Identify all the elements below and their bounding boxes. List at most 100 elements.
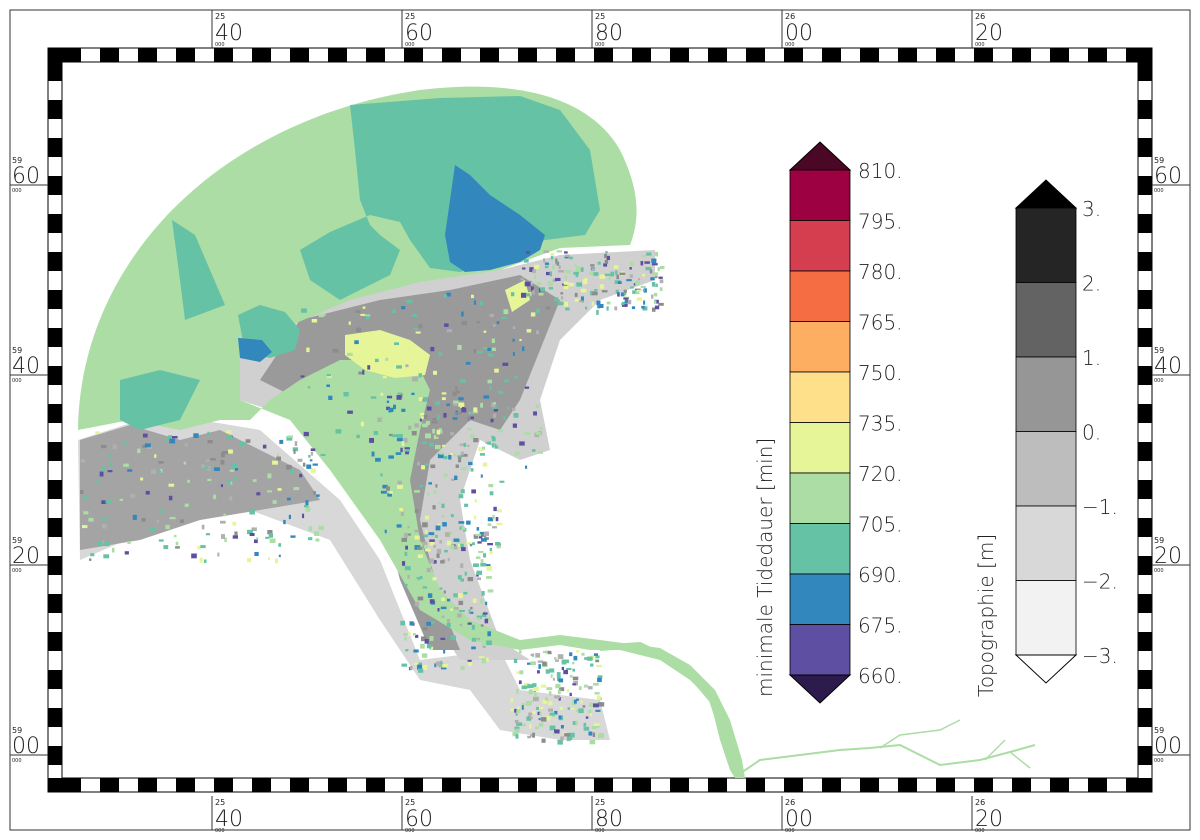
speckle — [392, 309, 396, 313]
speckle — [557, 739, 563, 745]
speckle — [643, 300, 646, 305]
neatline-segment — [1138, 404, 1152, 423]
speckle — [512, 352, 515, 356]
speckle — [444, 549, 448, 553]
speckle — [623, 297, 629, 300]
speckle — [539, 427, 543, 430]
speckle — [495, 542, 501, 546]
speckle — [184, 443, 188, 447]
speckle — [420, 416, 426, 420]
speckle — [447, 557, 450, 562]
speckle — [433, 490, 437, 494]
speckle — [591, 268, 595, 271]
speckle — [457, 455, 463, 458]
speckle — [471, 637, 477, 642]
speckle — [658, 302, 664, 306]
speckle — [232, 535, 238, 539]
speckle — [375, 457, 381, 462]
speckle — [423, 544, 428, 549]
speckle — [347, 415, 354, 420]
speckle — [422, 541, 428, 546]
river-channel — [599, 641, 741, 777]
speckle — [183, 461, 186, 465]
speckle — [461, 321, 467, 326]
speckle — [481, 658, 486, 664]
speckle — [492, 405, 497, 410]
speckle — [536, 330, 539, 335]
speckle — [396, 365, 402, 369]
x-tick-prefix: 26 — [785, 12, 795, 21]
speckle — [657, 267, 660, 272]
speckle — [495, 517, 499, 522]
speckle — [491, 338, 495, 344]
speckle — [540, 684, 547, 688]
speckle — [314, 441, 318, 445]
speckle — [460, 451, 464, 456]
speckle — [601, 290, 608, 293]
speckle — [478, 536, 483, 539]
speckle — [593, 703, 599, 708]
speckle — [580, 288, 587, 293]
speckle — [440, 606, 447, 610]
x-tick-value: 20 — [975, 21, 1003, 46]
tide-area-675 — [445, 165, 545, 272]
tide-over-triangle — [788, 141, 852, 171]
speckle — [446, 292, 451, 297]
speckle — [471, 624, 475, 630]
speckle — [168, 495, 173, 501]
x-tick-sub: 000 — [785, 42, 795, 48]
speckle — [472, 542, 475, 546]
speckle — [652, 307, 656, 312]
speckle — [314, 531, 320, 536]
speckle — [272, 460, 278, 465]
speckle — [580, 700, 583, 704]
speckle — [470, 416, 474, 420]
speckle — [401, 306, 406, 310]
speckle — [405, 451, 409, 455]
speckle — [413, 649, 419, 653]
speckle — [432, 418, 437, 421]
speckle — [289, 469, 294, 473]
speckle — [459, 443, 465, 446]
speckle — [433, 370, 437, 375]
speckle — [546, 687, 553, 691]
speckle — [440, 637, 446, 640]
speckle — [585, 716, 589, 719]
speckle — [245, 439, 251, 443]
speckle — [620, 292, 625, 297]
speckle — [414, 423, 419, 428]
speckle — [572, 721, 578, 725]
speckle — [538, 664, 541, 669]
speckle — [476, 617, 481, 621]
neatline-corner — [1138, 778, 1152, 792]
speckle — [614, 280, 621, 284]
speckle — [269, 538, 276, 543]
speckle — [597, 677, 602, 683]
topo-swatch — [1015, 207, 1077, 283]
speckle — [435, 401, 440, 406]
speckle — [409, 666, 413, 670]
neatline-segment — [898, 48, 917, 62]
speckle — [394, 531, 399, 535]
speckle — [567, 707, 570, 710]
speckle — [459, 623, 463, 626]
speckle — [538, 718, 541, 721]
speckle — [624, 299, 628, 304]
speckle — [617, 281, 622, 284]
x-tick-value: 80 — [595, 21, 623, 46]
speckle — [483, 330, 487, 333]
speckle — [356, 434, 360, 439]
speckle — [481, 643, 486, 647]
topo-tick-label: 2. — [1082, 272, 1101, 296]
speckle — [272, 500, 277, 504]
speckle — [453, 453, 456, 457]
speckle — [492, 514, 495, 519]
neatline-corner — [48, 778, 62, 792]
speckle — [527, 735, 531, 739]
speckle — [158, 539, 164, 542]
speckle — [538, 706, 544, 709]
speckle — [397, 480, 402, 485]
speckle — [309, 459, 313, 462]
speckle — [140, 477, 144, 481]
